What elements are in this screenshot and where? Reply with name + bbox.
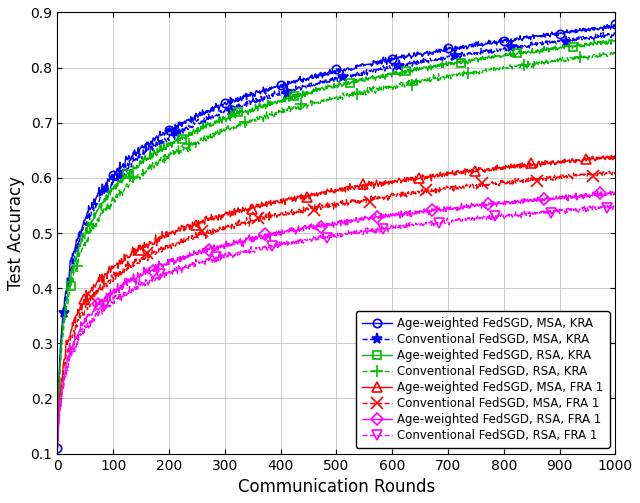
Conventional FedSGD, MSA, FRA 1 (488, 179, 496, 185)
Conventional FedSGD, MSA, KRA (509, 46, 516, 52)
Age-weighted FedSGD, MSA, KRA (167, 126, 175, 132)
Conventional FedSGD, MSA, FRA 1 (612, 170, 620, 176)
Age-weighted FedSGD, RSA, KRA (509, 51, 516, 57)
Age-weighted FedSGD, RSA, FRA 1 (509, 201, 516, 207)
Conventional FedSGD, MSA, FRA 1 (547, 178, 555, 184)
Age-weighted FedSGD, MSA, FRA 1 (54, 445, 61, 451)
Conventional FedSGD, RSA, FRA 1 (509, 214, 516, 220)
Age-weighted FedSGD, RSA, FRA 1 (584, 192, 592, 198)
Conventional FedSGD, MSA, FRA 1 (584, 171, 592, 177)
Age-weighted FedSGD, MSA, FRA 1 (167, 229, 175, 235)
Conventional FedSGD, RSA, FRA 1 (584, 207, 592, 213)
Age-weighted FedSGD, RSA, KRA (88, 220, 95, 226)
Conventional FedSGD, RSA, KRA (488, 66, 496, 72)
Conventional FedSGD, MSA, FRA 1 (509, 181, 516, 187)
Age-weighted FedSGD, RSA, FRA 1 (607, 188, 614, 194)
Age-weighted FedSGD, MSA, KRA (612, 22, 620, 28)
Conventional FedSGD, MSA, KRA (167, 132, 175, 138)
Age-weighted FedSGD, MSA, KRA (547, 31, 555, 37)
Conventional FedSGD, RSA, FRA 1 (88, 320, 95, 326)
Age-weighted FedSGD, MSA, KRA (509, 38, 516, 44)
Conventional FedSGD, MSA, KRA (584, 35, 592, 41)
Age-weighted FedSGD, RSA, KRA (167, 140, 175, 146)
Conventional FedSGD, RSA, FRA 1 (612, 205, 620, 211)
Conventional FedSGD, RSA, KRA (612, 50, 620, 56)
Age-weighted FedSGD, RSA, FRA 1 (88, 312, 95, 318)
Age-weighted FedSGD, MSA, KRA (54, 445, 61, 451)
Line: Conventional FedSGD, MSA, FRA 1: Conventional FedSGD, MSA, FRA 1 (52, 165, 621, 454)
Conventional FedSGD, RSA, FRA 1 (54, 445, 61, 451)
Age-weighted FedSGD, RSA, FRA 1 (547, 195, 555, 201)
Conventional FedSGD, MSA, KRA (611, 29, 618, 35)
Age-weighted FedSGD, MSA, KRA (88, 205, 95, 211)
Y-axis label: Test Accuracy: Test Accuracy (7, 176, 25, 290)
Age-weighted FedSGD, RSA, KRA (54, 445, 61, 451)
Age-weighted FedSGD, MSA, FRA 1 (509, 164, 516, 170)
Conventional FedSGD, RSA, KRA (88, 227, 95, 233)
Age-weighted FedSGD, RSA, KRA (547, 45, 555, 51)
Line: Age-weighted FedSGD, MSA, FRA 1: Age-weighted FedSGD, MSA, FRA 1 (52, 149, 620, 453)
Conventional FedSGD, RSA, FRA 1 (600, 202, 607, 208)
Line: Age-weighted FedSGD, MSA, KRA: Age-weighted FedSGD, MSA, KRA (53, 20, 620, 452)
Conventional FedSGD, MSA, FRA 1 (54, 445, 61, 451)
Conventional FedSGD, RSA, FRA 1 (488, 211, 496, 217)
Age-weighted FedSGD, RSA, KRA (605, 36, 613, 42)
Conventional FedSGD, MSA, KRA (88, 209, 95, 215)
Conventional FedSGD, MSA, FRA 1 (605, 168, 613, 174)
X-axis label: Communication Rounds: Communication Rounds (238, 478, 435, 496)
Conventional FedSGD, RSA, KRA (167, 150, 175, 156)
Conventional FedSGD, RSA, FRA 1 (547, 210, 555, 216)
Conventional FedSGD, MSA, KRA (488, 48, 496, 54)
Age-weighted FedSGD, RSA, FRA 1 (612, 191, 620, 197)
Age-weighted FedSGD, RSA, KRA (488, 53, 496, 59)
Conventional FedSGD, RSA, KRA (584, 57, 592, 63)
Line: Conventional FedSGD, MSA, KRA: Conventional FedSGD, MSA, KRA (52, 27, 621, 454)
Age-weighted FedSGD, MSA, KRA (488, 41, 496, 47)
Conventional FedSGD, RSA, KRA (547, 59, 555, 65)
Line: Age-weighted FedSGD, RSA, FRA 1: Age-weighted FedSGD, RSA, FRA 1 (53, 187, 620, 452)
Age-weighted FedSGD, MSA, KRA (584, 27, 592, 33)
Age-weighted FedSGD, MSA, FRA 1 (584, 155, 592, 161)
Age-weighted FedSGD, RSA, KRA (584, 42, 592, 48)
Age-weighted FedSGD, MSA, FRA 1 (612, 151, 620, 157)
Line: Conventional FedSGD, RSA, FRA 1: Conventional FedSGD, RSA, FRA 1 (52, 201, 620, 453)
Line: Age-weighted FedSGD, RSA, KRA: Age-weighted FedSGD, RSA, KRA (53, 35, 620, 452)
Conventional FedSGD, MSA, FRA 1 (167, 240, 175, 246)
Conventional FedSGD, MSA, KRA (612, 31, 620, 37)
Age-weighted FedSGD, MSA, FRA 1 (488, 166, 496, 173)
Age-weighted FedSGD, MSA, FRA 1 (88, 287, 95, 293)
Conventional FedSGD, RSA, KRA (509, 64, 516, 70)
Age-weighted FedSGD, RSA, KRA (612, 38, 620, 44)
Age-weighted FedSGD, RSA, FRA 1 (54, 445, 61, 451)
Line: Conventional FedSGD, RSA, KRA: Conventional FedSGD, RSA, KRA (51, 46, 621, 454)
Conventional FedSGD, RSA, FRA 1 (167, 270, 175, 276)
Age-weighted FedSGD, RSA, FRA 1 (167, 258, 175, 264)
Age-weighted FedSGD, RSA, FRA 1 (488, 202, 496, 208)
Conventional FedSGD, MSA, KRA (547, 38, 555, 44)
Conventional FedSGD, MSA, FRA 1 (88, 293, 95, 299)
Age-weighted FedSGD, MSA, FRA 1 (547, 162, 555, 168)
Conventional FedSGD, RSA, KRA (54, 445, 61, 451)
Legend: Age-weighted FedSGD, MSA, KRA, Conventional FedSGD, MSA, KRA, Age-weighted FedSG: Age-weighted FedSGD, MSA, KRA, Conventio… (356, 311, 609, 448)
Conventional FedSGD, RSA, KRA (610, 49, 618, 55)
Conventional FedSGD, MSA, KRA (54, 445, 61, 451)
